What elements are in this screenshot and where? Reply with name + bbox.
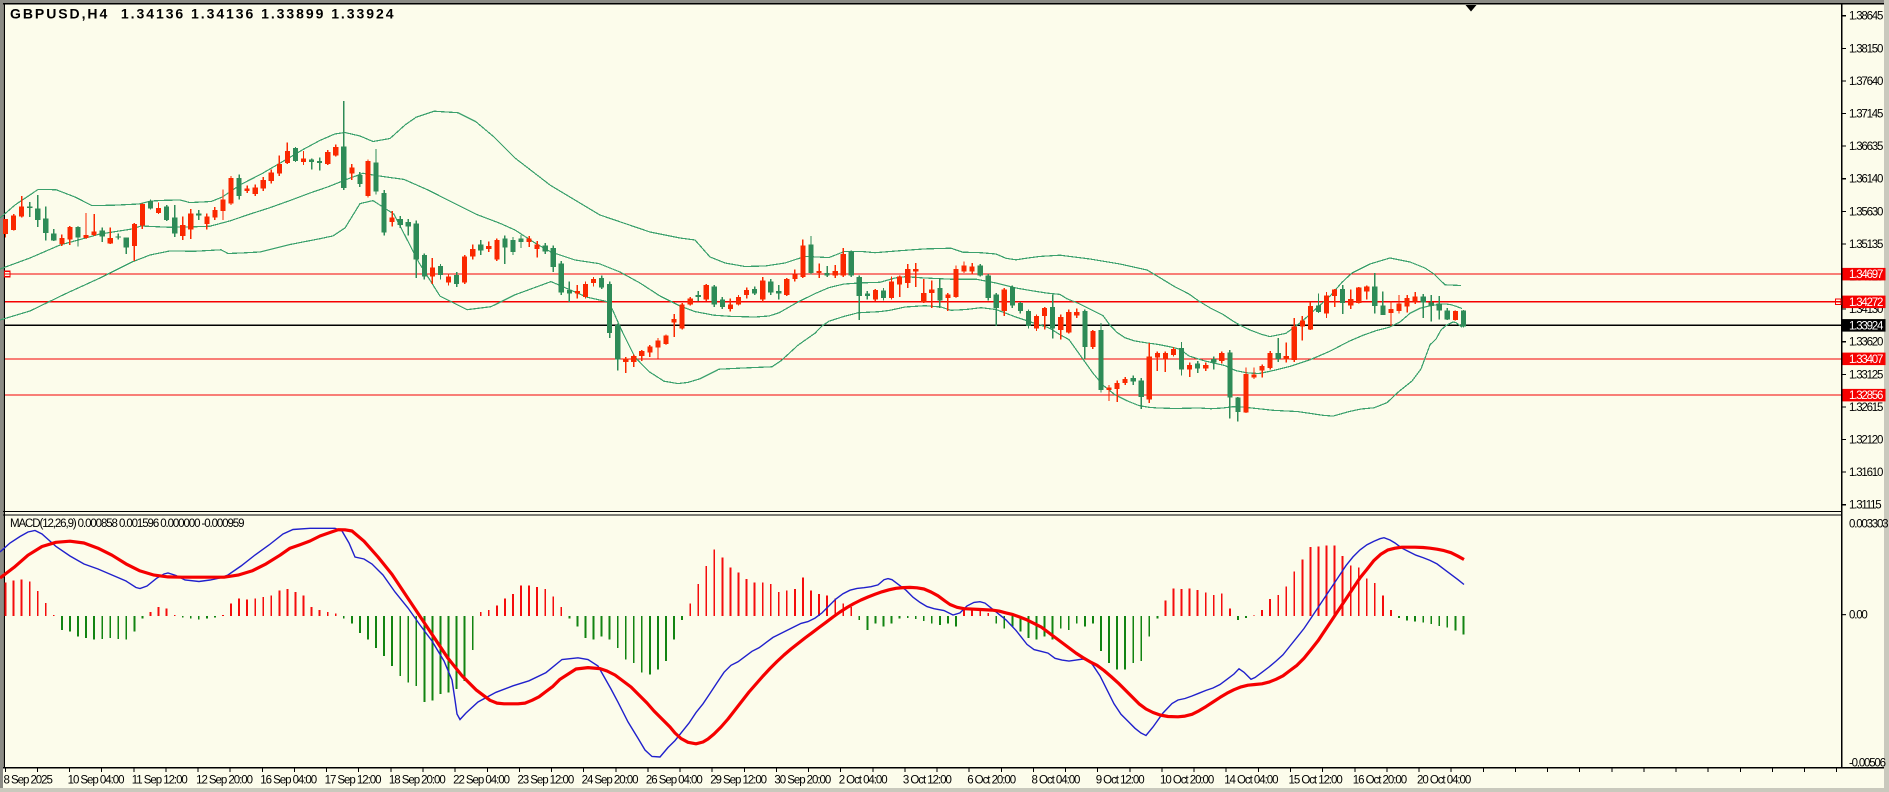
- svg-text:24 Sep 20:00: 24 Sep 20:00: [582, 775, 638, 787]
- svg-text:1.31115: 1.31115: [1849, 500, 1881, 512]
- svg-text:16 Oct 20:00: 16 Oct 20:00: [1353, 775, 1407, 787]
- svg-text:17 Sep 12:00: 17 Sep 12:00: [325, 775, 381, 787]
- svg-text:1.33620: 1.33620: [1849, 337, 1883, 349]
- svg-text:16 Sep 04:00: 16 Sep 04:00: [260, 775, 316, 787]
- svg-text:MACD(12,26,9) 0.000858 0.00159: MACD(12,26,9) 0.000858 0.001596 0.000000…: [10, 518, 244, 530]
- svg-text:8 Oct 04:00: 8 Oct 04:00: [1032, 775, 1081, 787]
- svg-text:6 Oct 20:00: 6 Oct 20:00: [967, 775, 1016, 787]
- svg-text:23 Sep 12:00: 23 Sep 12:00: [517, 775, 573, 787]
- svg-text:1.32856: 1.32856: [1849, 390, 1883, 402]
- svg-text:-0.00506: -0.00506: [1849, 758, 1886, 770]
- svg-text:1.38645: 1.38645: [1849, 11, 1883, 23]
- svg-text:1.37145: 1.37145: [1849, 109, 1883, 121]
- svg-text:3 Oct 12:00: 3 Oct 12:00: [903, 775, 952, 787]
- svg-text:26 Sep 04:00: 26 Sep 04:00: [646, 775, 702, 787]
- svg-text:11 Sep 12:00: 11 Sep 12:00: [132, 775, 188, 787]
- svg-text:1.31610: 1.31610: [1849, 467, 1883, 479]
- svg-text:1.35135: 1.35135: [1849, 239, 1883, 251]
- svg-text:1.36635: 1.36635: [1849, 141, 1883, 153]
- svg-text:1.34697: 1.34697: [1849, 269, 1883, 281]
- svg-text:0.00: 0.00: [1849, 610, 1867, 622]
- svg-text:8 Sep 2025: 8 Sep 2025: [4, 775, 53, 787]
- svg-text:1.37640: 1.37640: [1849, 76, 1883, 88]
- svg-text:10 Oct 20:00: 10 Oct 20:00: [1160, 775, 1214, 787]
- svg-text:20 Oct 04:00: 20 Oct 04:00: [1417, 775, 1471, 787]
- svg-text:1.34272: 1.34272: [1849, 297, 1883, 309]
- svg-text:30 Sep 20:00: 30 Sep 20:00: [774, 775, 830, 787]
- svg-text:GBPUSD,H4 1.34136 1.34136 1.3: GBPUSD,H4 1.34136 1.34136 1.33899 1.3392…: [10, 6, 395, 22]
- svg-text:1.32120: 1.32120: [1849, 435, 1883, 447]
- svg-text:1.36140: 1.36140: [1849, 174, 1883, 186]
- svg-text:1.33924: 1.33924: [1849, 320, 1884, 332]
- svg-text:1.33125: 1.33125: [1849, 369, 1883, 381]
- svg-text:2 Oct 04:00: 2 Oct 04:00: [839, 775, 888, 787]
- svg-text:15 Oct 12:00: 15 Oct 12:00: [1289, 775, 1343, 787]
- svg-text:1.32615: 1.32615: [1849, 402, 1883, 414]
- svg-text:1.38150: 1.38150: [1849, 43, 1883, 55]
- svg-text:1.35630: 1.35630: [1849, 206, 1883, 218]
- svg-text:12 Sep 20:00: 12 Sep 20:00: [196, 775, 252, 787]
- svg-text:1.33407: 1.33407: [1849, 354, 1883, 366]
- svg-text:0.003303: 0.003303: [1849, 519, 1888, 531]
- svg-text:22 Sep 04:00: 22 Sep 04:00: [453, 775, 509, 787]
- svg-text:14 Oct 04:00: 14 Oct 04:00: [1224, 775, 1278, 787]
- svg-text:18 Sep 20:00: 18 Sep 20:00: [389, 775, 445, 787]
- svg-text:29 Sep 12:00: 29 Sep 12:00: [710, 775, 766, 787]
- svg-text:10 Sep 04:00: 10 Sep 04:00: [68, 775, 124, 787]
- svg-text:9 Oct 12:00: 9 Oct 12:00: [1096, 775, 1145, 787]
